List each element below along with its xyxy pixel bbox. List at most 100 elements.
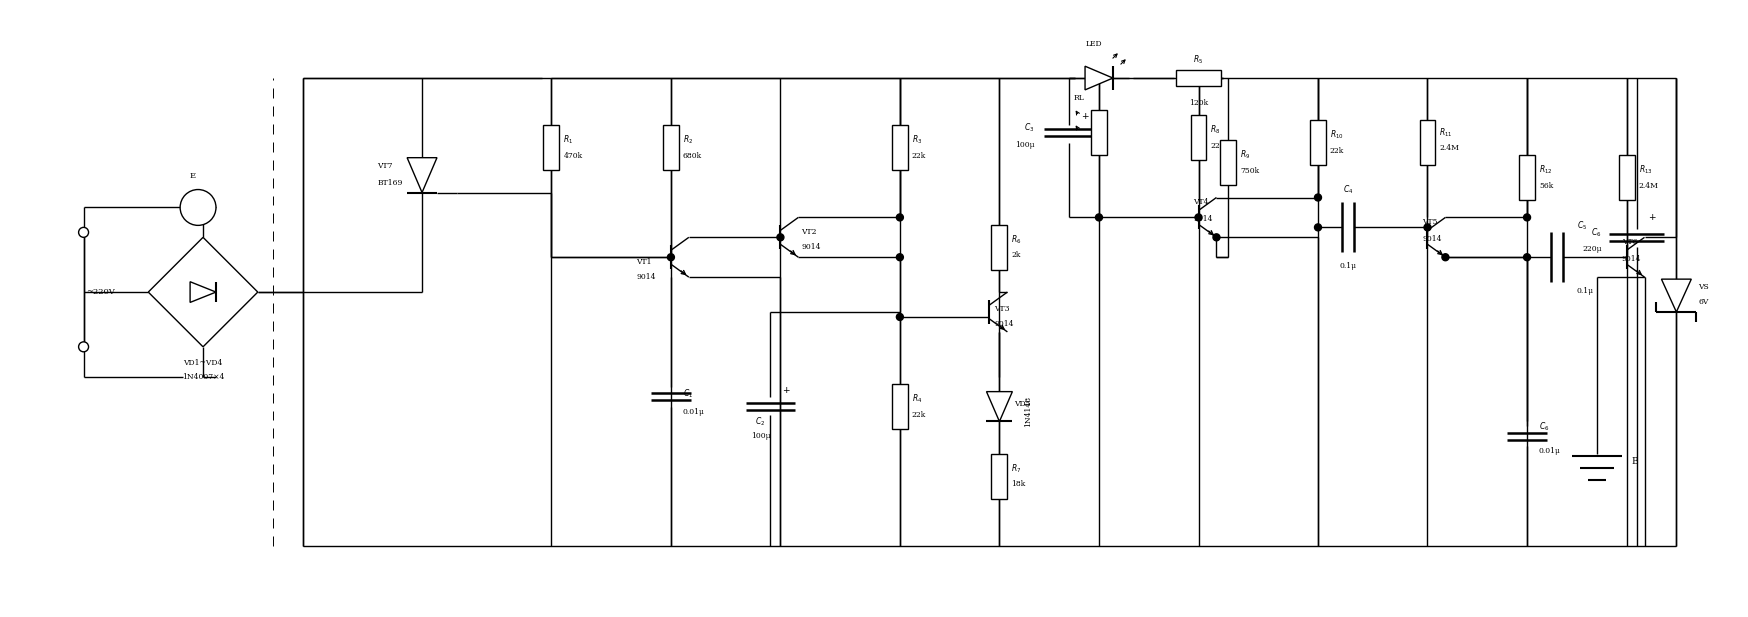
Text: 9014: 9014	[1620, 255, 1640, 263]
Text: VT1: VT1	[636, 258, 652, 266]
Circle shape	[1523, 214, 1530, 221]
Bar	[1190, 115, 1206, 160]
Bar	[991, 225, 1007, 270]
Circle shape	[1194, 214, 1201, 221]
Text: ~220V: ~220V	[86, 288, 115, 296]
Text: VT4: VT4	[1192, 199, 1208, 207]
Text: $R_{12}$: $R_{12}$	[1538, 164, 1552, 176]
Text: $R_5$: $R_5$	[1192, 54, 1203, 66]
Text: $C_1$: $C_1$	[682, 387, 692, 400]
Text: E: E	[191, 172, 196, 180]
Text: 0.01μ: 0.01μ	[682, 408, 704, 415]
Text: 0.1μ: 0.1μ	[1339, 262, 1356, 270]
Text: $C_2$: $C_2$	[755, 415, 766, 428]
Text: VT2: VT2	[801, 228, 816, 236]
Text: 9014: 9014	[1192, 215, 1213, 223]
Text: +: +	[1080, 112, 1087, 121]
Text: 22k: 22k	[1328, 147, 1344, 155]
Text: VS: VS	[1697, 283, 1708, 291]
Text: 0.1μ: 0.1μ	[1577, 287, 1592, 295]
Text: 22k: 22k	[911, 410, 925, 418]
Text: 6V: 6V	[1697, 298, 1708, 306]
Text: VT7: VT7	[378, 162, 393, 170]
Circle shape	[668, 254, 675, 261]
Bar	[891, 125, 907, 170]
Text: 470k: 470k	[563, 152, 582, 160]
Text: VD5: VD5	[1014, 400, 1030, 408]
Bar	[1175, 70, 1220, 86]
Bar	[1617, 155, 1634, 200]
Polygon shape	[1661, 279, 1690, 312]
Circle shape	[897, 313, 904, 320]
Text: $R_3$: $R_3$	[911, 133, 921, 146]
Text: 100μ: 100μ	[750, 433, 769, 441]
Circle shape	[897, 254, 904, 261]
Text: VT3: VT3	[995, 305, 1010, 313]
Text: VD1~VD4: VD1~VD4	[184, 358, 222, 366]
Circle shape	[79, 342, 89, 352]
Circle shape	[1213, 234, 1220, 241]
Text: 220μ: 220μ	[1582, 246, 1601, 253]
Text: RL: RL	[1073, 94, 1084, 102]
Text: 9014: 9014	[636, 273, 656, 281]
Circle shape	[79, 228, 89, 238]
Text: 22k: 22k	[911, 152, 925, 160]
Circle shape	[1314, 224, 1321, 231]
Text: $C_3$: $C_3$	[1023, 122, 1033, 134]
Text: $R_2$: $R_2$	[682, 133, 692, 146]
Text: 2k: 2k	[1010, 251, 1021, 259]
Text: $C_6$: $C_6$	[1538, 420, 1549, 433]
Circle shape	[180, 189, 215, 225]
Text: 750k: 750k	[1239, 167, 1259, 175]
Polygon shape	[986, 392, 1012, 421]
Text: 2.4M: 2.4M	[1439, 144, 1458, 152]
Text: $R_{13}$: $R_{13}$	[1638, 164, 1652, 176]
Bar	[662, 125, 678, 170]
Bar	[1519, 155, 1535, 200]
Text: 100μ: 100μ	[1014, 141, 1033, 149]
Text: 1N4007×4: 1N4007×4	[182, 373, 224, 381]
Text: VT5: VT5	[1421, 218, 1437, 226]
Text: +: +	[1648, 213, 1655, 222]
Bar	[544, 125, 559, 170]
Text: $C_5$: $C_5$	[1577, 220, 1585, 233]
Text: $R_9$: $R_9$	[1239, 149, 1250, 161]
Text: 18k: 18k	[1010, 480, 1024, 488]
Text: +: +	[781, 386, 790, 395]
Circle shape	[776, 234, 783, 241]
Text: LED: LED	[1086, 40, 1101, 48]
Text: $C_4$: $C_4$	[1342, 183, 1353, 196]
Polygon shape	[191, 282, 215, 302]
Polygon shape	[1084, 66, 1112, 90]
Text: 9014: 9014	[1421, 235, 1440, 243]
Polygon shape	[407, 158, 437, 193]
Text: $R_1$: $R_1$	[563, 133, 573, 146]
Text: VT6: VT6	[1620, 238, 1636, 246]
Circle shape	[897, 214, 904, 221]
Text: 9014: 9014	[801, 243, 820, 251]
Circle shape	[1440, 254, 1447, 261]
Text: $R_7$: $R_7$	[1010, 462, 1021, 474]
Text: $R_{11}$: $R_{11}$	[1439, 126, 1453, 139]
Bar	[1220, 140, 1236, 185]
Bar	[991, 454, 1007, 499]
Text: $R_4$: $R_4$	[911, 392, 921, 405]
Bar	[1091, 110, 1106, 155]
Text: 22k: 22k	[1210, 142, 1224, 150]
Text: 120k: 120k	[1189, 99, 1208, 107]
Text: $R_6$: $R_6$	[1010, 233, 1021, 246]
Text: 9014: 9014	[995, 320, 1014, 328]
Bar	[1419, 120, 1435, 165]
Text: B: B	[1631, 457, 1638, 466]
Text: $C_6$: $C_6$	[1591, 226, 1601, 239]
Circle shape	[1314, 194, 1321, 201]
Text: 1N4148: 1N4148	[1024, 396, 1031, 427]
Text: $R_{10}$: $R_{10}$	[1328, 128, 1342, 141]
Text: 2.4M: 2.4M	[1638, 181, 1657, 189]
Text: 0.01μ: 0.01μ	[1538, 447, 1559, 455]
Circle shape	[1523, 254, 1530, 261]
Text: $R_8$: $R_8$	[1210, 123, 1220, 136]
Text: 680k: 680k	[682, 152, 701, 160]
Bar	[891, 384, 907, 429]
Circle shape	[1423, 224, 1430, 231]
